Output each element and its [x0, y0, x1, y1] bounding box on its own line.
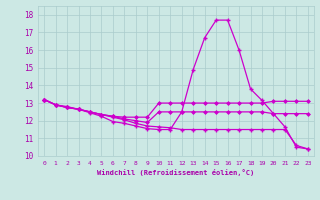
X-axis label: Windchill (Refroidissement éolien,°C): Windchill (Refroidissement éolien,°C)	[97, 169, 255, 176]
